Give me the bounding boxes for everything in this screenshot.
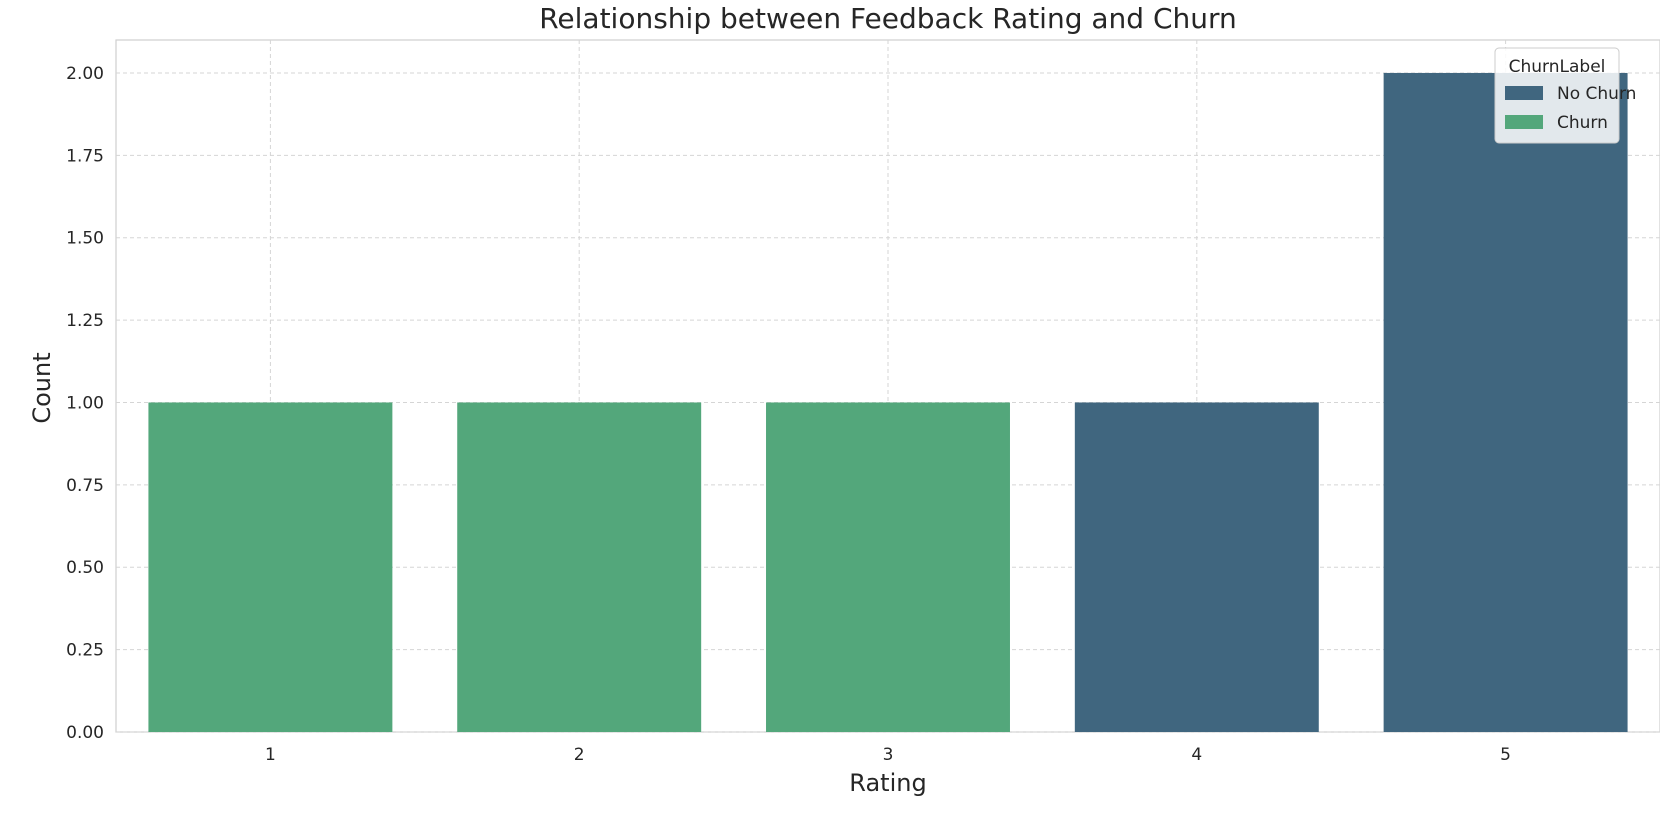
x-axis-label: Rating [849,769,926,797]
legend: ChurnLabel No Churn Churn [1494,47,1636,144]
legend-label: No Churn [1557,84,1636,104]
x-tick-label: 1 [265,745,276,765]
y-tick-label: 1.00 [66,393,104,413]
y-tick-label: 1.25 [66,311,104,331]
x-tick-labels: 1 2 3 4 5 [265,745,1511,765]
bars [148,72,1628,732]
legend-items: No Churn Churn [1505,84,1636,133]
y-tick-label: 0.25 [66,641,104,661]
x-tick-label: 3 [883,745,894,765]
legend-swatch [1505,86,1543,100]
y-tick-label: 1.50 [66,229,104,249]
bar-churn-2 [457,402,702,732]
y-tick-label: 2.00 [66,64,104,84]
legend-label: Churn [1557,113,1608,133]
bar-no-churn-5 [1383,72,1628,732]
x-tick-label: 4 [1191,745,1202,765]
bar-churn-3 [766,402,1010,732]
y-tick-label: 0.00 [66,723,104,743]
y-tick-label: 1.75 [66,146,104,166]
legend-title: ChurnLabel [1509,57,1606,77]
x-tick-label: 5 [1500,745,1511,765]
y-tick-labels: 0.00 0.25 0.50 0.75 1.00 1.25 1.50 1.75 2.00 [66,64,104,743]
y-tick-label: 0.50 [66,558,104,578]
x-tick-label: 2 [574,745,585,765]
chart-title: Relationship between Feedback Rating and… [539,2,1237,35]
bar-churn-1 [148,402,393,732]
bar-no-churn-4 [1074,402,1319,732]
y-axis-label: Count [28,352,56,423]
legend-swatch [1505,115,1543,129]
y-tick-label: 0.75 [66,476,104,496]
